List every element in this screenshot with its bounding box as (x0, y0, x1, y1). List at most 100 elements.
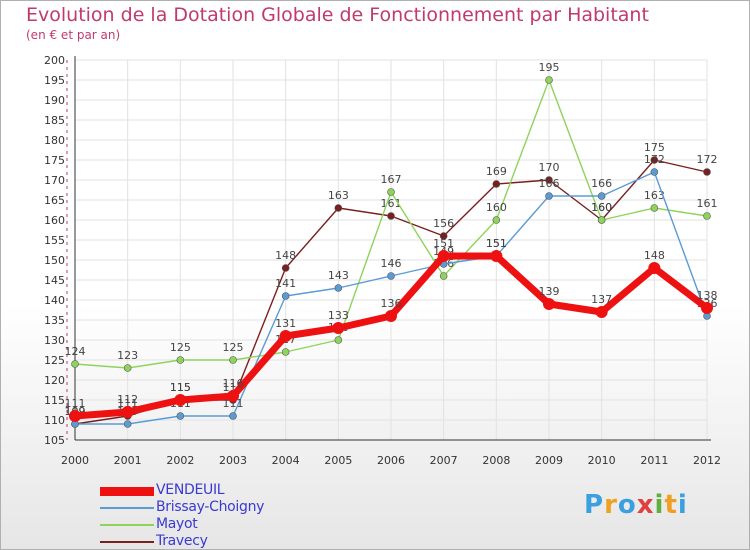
data-label: 143 (328, 269, 349, 282)
data-label: 151 (433, 237, 454, 250)
data-point (334, 204, 343, 212)
y-tick-label: 150 (44, 254, 65, 267)
data-point (545, 192, 553, 200)
data-point (123, 364, 132, 372)
y-tick-label: 130 (44, 334, 65, 347)
data-label: 138 (697, 289, 718, 302)
legend-label: Brissay-Choigny (156, 499, 265, 515)
data-label: 123 (117, 349, 138, 362)
data-label: 166 (539, 177, 560, 190)
data-label: 115 (170, 381, 191, 394)
y-tick-label: 145 (44, 274, 65, 287)
data-point (121, 406, 134, 418)
x-tick-label: 2000 (61, 454, 89, 467)
data-point (439, 272, 448, 280)
data-point (229, 412, 237, 420)
data-label: 160 (486, 201, 507, 214)
data-label: 156 (433, 217, 454, 230)
data-point (701, 302, 713, 314)
legend-swatch (100, 507, 154, 509)
data-point (437, 250, 450, 262)
data-label: 161 (697, 197, 718, 210)
data-label: 167 (381, 173, 402, 186)
proxiti-logo: Proxiti (584, 490, 688, 520)
data-point (650, 204, 659, 212)
y-tick-label: 185 (44, 114, 65, 127)
x-tick-label: 2008 (482, 454, 510, 467)
y-tick-label: 165 (44, 194, 65, 207)
data-point (490, 250, 503, 262)
legend-swatch (100, 486, 154, 496)
data-point (703, 168, 711, 176)
y-tick-label: 170 (44, 174, 65, 187)
data-point (332, 322, 345, 334)
data-label: 148 (275, 249, 296, 262)
y-tick-label: 110 (44, 414, 65, 427)
data-label: 136 (381, 297, 402, 310)
data-label: 125 (223, 341, 244, 354)
data-label: 148 (644, 249, 665, 262)
data-label: 151 (486, 237, 507, 250)
data-point (176, 412, 185, 420)
chart-subtitle: (en € et par an) (26, 28, 121, 42)
data-point (334, 336, 343, 344)
data-point (545, 76, 553, 84)
x-tick-label: 2007 (430, 454, 458, 467)
x-tick-label: 2003 (219, 454, 247, 467)
data-point (227, 390, 239, 402)
data-point (176, 356, 185, 364)
x-tick-label: 2002 (166, 454, 194, 467)
data-point (387, 212, 395, 220)
data-point (229, 356, 237, 364)
data-label: 141 (275, 277, 296, 290)
y-tick-label: 105 (44, 434, 65, 447)
y-tick-label: 155 (44, 234, 65, 247)
logo-letter: r (604, 490, 618, 520)
data-point (439, 232, 448, 240)
data-label: 195 (539, 61, 560, 74)
legend-swatch (100, 524, 154, 526)
x-tick-label: 2005 (324, 454, 352, 467)
data-point (492, 216, 501, 224)
y-tick-label: 180 (44, 134, 65, 147)
chart-title: Evolution de la Dotation Globale de Fonc… (26, 4, 649, 26)
data-point (545, 176, 553, 184)
x-tick-label: 2009 (535, 454, 563, 467)
y-tick-label: 125 (44, 354, 65, 367)
data-label: 125 (170, 341, 191, 354)
data-label: 115 (170, 381, 191, 394)
x-tick-label: 2010 (588, 454, 616, 467)
y-tick-label: 140 (44, 294, 65, 307)
data-label: 137 (591, 293, 612, 306)
data-label: 172 (644, 153, 665, 166)
data-point (650, 168, 659, 176)
data-point (387, 272, 395, 280)
data-point (597, 192, 606, 200)
data-label: 166 (591, 177, 612, 190)
data-label: 170 (539, 161, 560, 174)
data-point (69, 410, 81, 422)
data-point (279, 330, 292, 342)
y-tick-label: 200 (44, 54, 65, 67)
x-tick-label: 2012 (693, 454, 721, 467)
data-point (650, 156, 659, 164)
x-tick-label: 2001 (114, 454, 142, 467)
data-point (281, 264, 290, 272)
data-label: 163 (328, 189, 349, 202)
data-label: 124 (65, 345, 86, 358)
data-point (543, 298, 555, 310)
data-label: 111 (223, 397, 244, 410)
data-label: 175 (644, 141, 665, 154)
logo-letter: o (617, 490, 637, 520)
logo-letter: P (584, 490, 605, 520)
y-tick-label: 190 (44, 94, 65, 107)
logo-letter: t (664, 490, 678, 520)
y-tick-label: 175 (44, 154, 65, 167)
y-tick-label: 120 (44, 374, 65, 387)
logo-letter: x (636, 490, 655, 520)
legend-label: Mayot (156, 516, 198, 532)
data-point (123, 420, 132, 428)
data-point (595, 306, 608, 318)
